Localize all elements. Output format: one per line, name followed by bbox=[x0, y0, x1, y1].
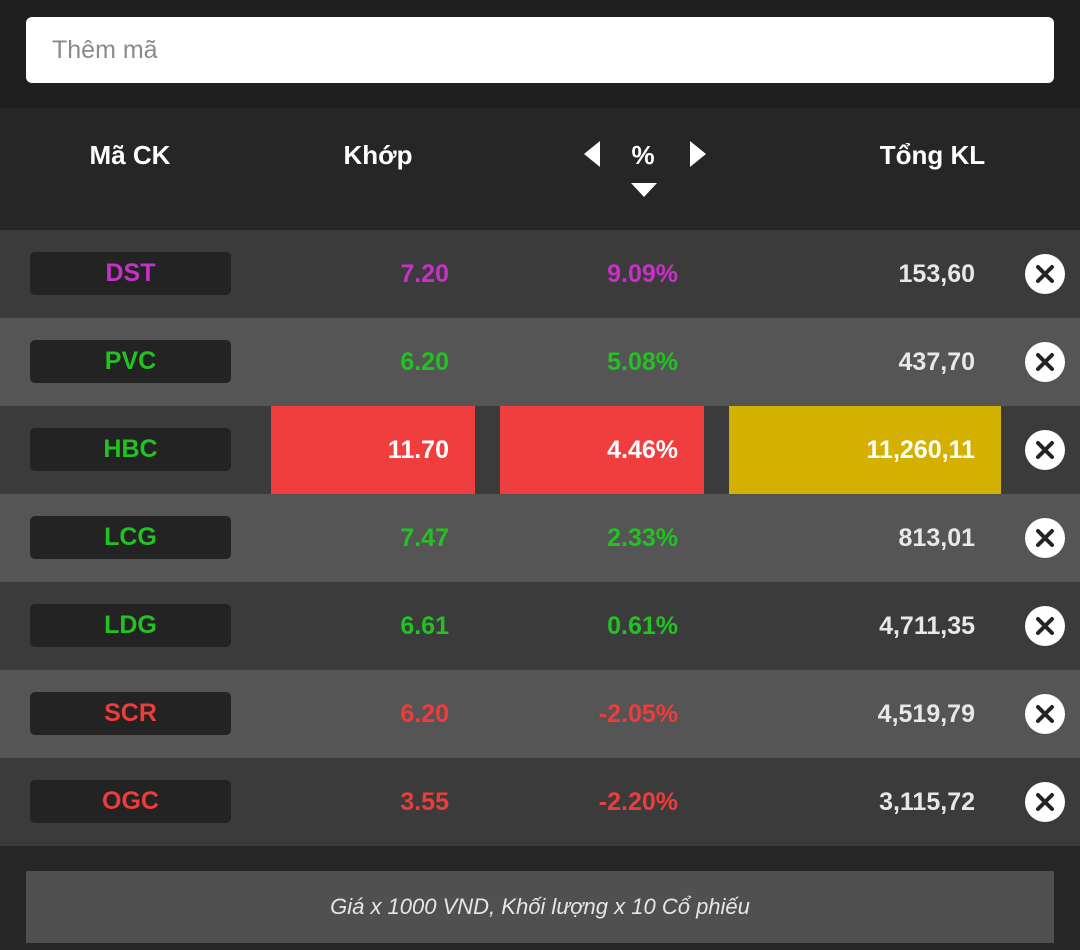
chevron-left-icon[interactable] bbox=[582, 140, 602, 168]
header-total-volume[interactable]: Tổng KL bbox=[879, 140, 986, 170]
matched-price: 7.20 bbox=[400, 260, 449, 288]
header-symbol[interactable]: Mã CK bbox=[89, 140, 171, 170]
table-row[interactable]: OGC 3.55 -2.20% 3,115,72 bbox=[0, 758, 1080, 846]
change-percent: 4.46% bbox=[500, 406, 704, 494]
total-volume: 4,711,35 bbox=[879, 612, 975, 640]
table-header: Mã CK Khớp % Tổng KL bbox=[0, 108, 1080, 230]
symbol-badge[interactable]: LCG bbox=[30, 516, 231, 559]
symbol-badge[interactable]: SCR bbox=[30, 692, 231, 735]
matched-price: 6.20 bbox=[400, 700, 449, 728]
table-row[interactable]: DST 7.20 9.09% 153,60 bbox=[0, 230, 1080, 318]
close-icon[interactable] bbox=[1025, 342, 1065, 382]
matched-price: 11.70 bbox=[271, 406, 475, 494]
close-icon[interactable] bbox=[1025, 782, 1065, 822]
footer: Giá x 1000 VND, Khối lượng x 10 Cổ phiếu bbox=[0, 846, 1080, 950]
sort-down-icon bbox=[630, 182, 658, 198]
search-bar bbox=[0, 0, 1080, 108]
symbol-badge[interactable]: LDG bbox=[30, 604, 231, 647]
change-percent: 5.08% bbox=[607, 348, 678, 376]
change-percent: -2.05% bbox=[598, 700, 678, 728]
total-volume: 153,60 bbox=[898, 260, 975, 288]
table-row[interactable]: LDG 6.61 0.61% 4,711,35 bbox=[0, 582, 1080, 670]
header-matched-price[interactable]: Khớp bbox=[343, 140, 413, 170]
change-percent: -2.20% bbox=[598, 788, 678, 816]
table-row[interactable]: PVC 6.20 5.08% 437,70 bbox=[0, 318, 1080, 406]
symbol-badge[interactable]: OGC bbox=[30, 780, 231, 823]
unit-note: Giá x 1000 VND, Khối lượng x 10 Cổ phiếu bbox=[26, 871, 1054, 943]
total-volume: 437,70 bbox=[898, 348, 975, 376]
total-volume: 3,115,72 bbox=[879, 788, 975, 816]
symbol-badge[interactable]: HBC bbox=[30, 428, 231, 471]
total-volume: 11,260,11 bbox=[729, 406, 1001, 494]
matched-price: 6.61 bbox=[400, 612, 449, 640]
add-symbol-input[interactable] bbox=[26, 17, 1054, 83]
watchlist-table: DST 7.20 9.09% 153,60 PVC 6.20 5.08% 437… bbox=[0, 230, 1080, 846]
matched-price: 6.20 bbox=[400, 348, 449, 376]
close-icon[interactable] bbox=[1025, 430, 1065, 470]
total-volume: 4,519,79 bbox=[877, 700, 975, 728]
symbol-badge[interactable]: PVC bbox=[30, 340, 231, 383]
change-percent: 0.61% bbox=[607, 612, 678, 640]
header-change-percent[interactable]: % bbox=[631, 140, 655, 170]
close-icon[interactable] bbox=[1025, 694, 1065, 734]
total-volume: 813,01 bbox=[898, 524, 975, 552]
chevron-right-icon[interactable] bbox=[688, 140, 708, 168]
matched-price: 7.47 bbox=[400, 524, 449, 552]
matched-price: 3.55 bbox=[400, 788, 449, 816]
close-icon[interactable] bbox=[1025, 518, 1065, 558]
table-row[interactable]: HBC 11.70 4.46% 11,260,11 bbox=[0, 406, 1080, 494]
change-percent: 9.09% bbox=[607, 260, 678, 288]
close-icon[interactable] bbox=[1025, 606, 1065, 646]
change-percent: 2.33% bbox=[607, 524, 678, 552]
table-row[interactable]: SCR 6.20 -2.05% 4,519,79 bbox=[0, 670, 1080, 758]
close-icon[interactable] bbox=[1025, 254, 1065, 294]
symbol-badge[interactable]: DST bbox=[30, 252, 231, 295]
table-row[interactable]: LCG 7.47 2.33% 813,01 bbox=[0, 494, 1080, 582]
